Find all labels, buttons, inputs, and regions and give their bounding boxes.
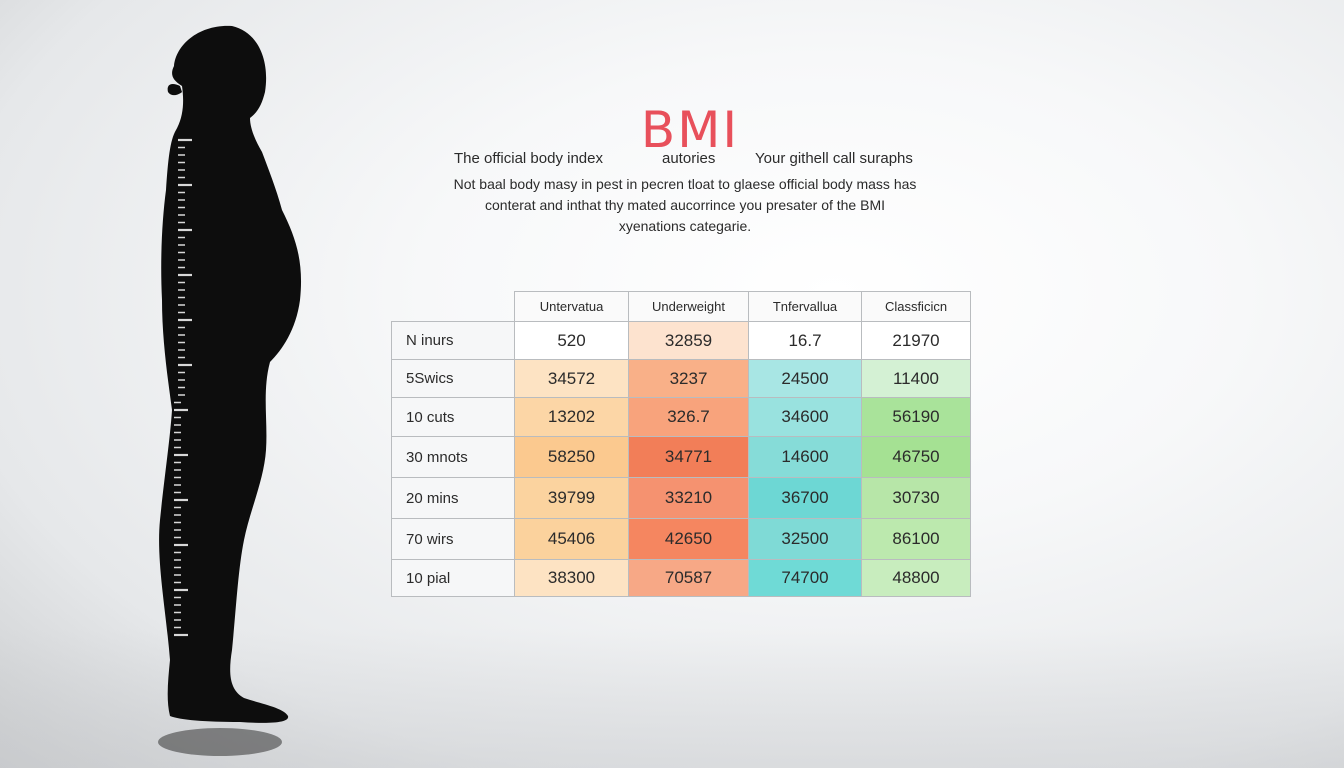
table-cell: 38300	[514, 559, 629, 597]
table-row: 5Swics 34572 3237 24500 11400	[391, 359, 971, 398]
table-cell: 70587	[628, 559, 749, 597]
table-row: 70 wirs 45406 42650 32500 86100	[391, 518, 971, 560]
table-cell: 16.7	[748, 321, 862, 360]
table-row: 10 pial 38300 70587 74700 48800	[391, 559, 971, 597]
subheading-left: The official body index	[454, 150, 603, 167]
table-cell: 34572	[514, 359, 629, 398]
person-silhouette-icon	[158, 25, 302, 756]
table-cell: 13202	[514, 397, 629, 437]
table-cell: 74700	[748, 559, 862, 597]
table-header-cell: Underweight	[628, 291, 749, 322]
table-cell: 21970	[861, 321, 971, 360]
table-cell: 14600	[748, 436, 862, 478]
table-cell: 3237	[628, 359, 749, 398]
table-header-cell: Tnfervallua	[748, 291, 862, 322]
table-cell: 32859	[628, 321, 749, 360]
table-cell: 45406	[514, 518, 629, 560]
table-row-label: N inurs	[391, 321, 515, 360]
table-header-cell: Classficicn	[861, 291, 971, 322]
table-row: 10 cuts 13202 326.7 34600 56190	[391, 397, 971, 437]
table-cell: 48800	[861, 559, 971, 597]
table-row: 30 mnots 58250 34771 14600 46750	[391, 436, 971, 478]
subheading-right: Your githell call suraphs	[755, 150, 913, 167]
table-cell: 30730	[861, 477, 971, 519]
table-row-label: 70 wirs	[391, 518, 515, 560]
table-row: 20 mins 39799 33210 36700 30730	[391, 477, 971, 519]
table-cell: 24500	[748, 359, 862, 398]
bmi-table: Untervatua Underweight Tnfervallua Class…	[391, 291, 971, 597]
table-row-label: 20 mins	[391, 477, 515, 519]
table-cell: 46750	[861, 436, 971, 478]
table-cell: 34600	[748, 397, 862, 437]
table-row: N inurs 520 32859 16.7 21970	[391, 321, 971, 360]
table-cell: 34771	[628, 436, 749, 478]
table-row-label: 30 mnots	[391, 436, 515, 478]
table-cell: 42650	[628, 518, 749, 560]
subheading-middle: autories	[662, 150, 716, 167]
table-row-label: 10 pial	[391, 559, 515, 597]
table-cell: 520	[514, 321, 629, 360]
table-cell: 56190	[861, 397, 971, 437]
description-line: xyenations categarie.	[618, 218, 752, 234]
table-header-cell: Untervatua	[514, 291, 629, 322]
description-line: conterat and inthat thy mated aucorrince…	[485, 197, 885, 213]
table-cell: 33210	[628, 477, 749, 519]
table-cell: 326.7	[628, 397, 749, 437]
table-cell: 39799	[514, 477, 629, 519]
page-title: BMI	[640, 101, 740, 159]
table-header-corner	[391, 291, 515, 322]
table-header-row: Untervatua Underweight Tnfervallua Class…	[391, 291, 971, 322]
table-cell: 36700	[748, 477, 862, 519]
description-line: Not baal body masy in pest in pecren tlo…	[453, 176, 917, 192]
description: Not baal body masy in pest in pecren tlo…	[440, 174, 930, 237]
table-cell: 58250	[514, 436, 629, 478]
table-row-label: 5Swics	[391, 359, 515, 398]
table-row-label: 10 cuts	[391, 397, 515, 437]
table-cell: 86100	[861, 518, 971, 560]
table-cell: 11400	[861, 359, 971, 398]
table-cell: 32500	[748, 518, 862, 560]
